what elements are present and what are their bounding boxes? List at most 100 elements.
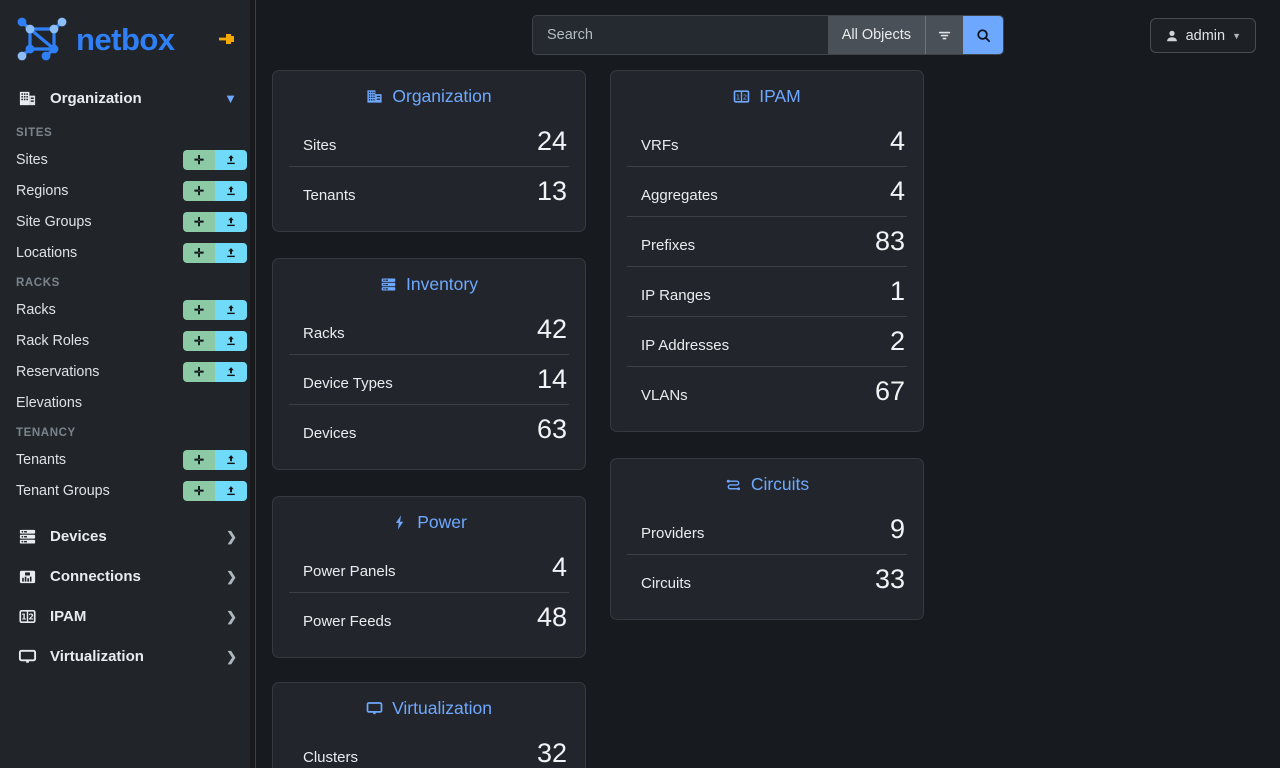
search-icon[interactable]	[963, 16, 1003, 54]
stat-row[interactable]: VLANs 67	[627, 366, 907, 416]
sidebar-item-racks[interactable]: Racks ✛	[0, 294, 255, 325]
card-title-label: Inventory	[406, 274, 478, 294]
user-menu-label: admin	[1185, 27, 1226, 44]
sidebar-group-label: Connections	[50, 567, 141, 585]
sidebar-group-label: Organization	[50, 89, 142, 107]
stat-row[interactable]: Power Feeds 48	[289, 592, 569, 642]
reservations-actions: ✛	[183, 361, 247, 382]
add-tenants-button[interactable]: ✛	[183, 449, 215, 470]
stat-row[interactable]: Racks 42	[289, 305, 569, 354]
stat-value: 32	[536, 738, 567, 768]
stat-row[interactable]: Power Panels 4	[289, 543, 569, 592]
sidebar-scrollbar[interactable]	[250, 0, 255, 768]
sidebar-item-regions[interactable]: Regions ✛	[0, 175, 255, 206]
stat-value: 83	[874, 226, 905, 256]
import-tenants-button[interactable]	[215, 449, 247, 470]
add-tenant-groups-button[interactable]: ✛	[183, 480, 215, 501]
import-tenant-groups-button[interactable]	[215, 480, 247, 501]
stat-row[interactable]: Device Types 14	[289, 354, 569, 404]
stat-row[interactable]: VRFs 4	[627, 117, 907, 166]
card-title-circuits[interactable]: Circuits	[627, 472, 907, 505]
chevron-down-icon: ▼	[224, 90, 237, 106]
card-title-power[interactable]: Power	[289, 510, 569, 543]
add-rack-roles-button[interactable]: ✛	[183, 330, 215, 351]
sidebar-item-locations[interactable]: Locations ✛	[0, 237, 255, 268]
search-scope-dropdown[interactable]: All Objects	[827, 16, 925, 54]
brand-header[interactable]: netbox	[0, 0, 255, 78]
brand-name: netbox	[76, 21, 175, 57]
ipam-icon: 1 2	[733, 88, 750, 105]
sidebar-item-tenant-groups[interactable]: Tenant Groups ✛	[0, 475, 255, 506]
dashboard-column-1: Organization Sites 24 Tenants 13	[272, 70, 586, 658]
card-organization: Organization Sites 24 Tenants 13	[272, 70, 586, 232]
stat-row[interactable]: Circuits 33	[627, 554, 907, 604]
sidebar-item-rack-roles[interactable]: Rack Roles ✛	[0, 325, 255, 356]
add-reservations-button[interactable]: ✛	[183, 361, 215, 382]
sidebar-item-label: Site Groups	[16, 213, 92, 230]
sidebar-item-reservations[interactable]: Reservations ✛	[0, 356, 255, 387]
add-regions-button[interactable]: ✛	[183, 180, 215, 201]
stat-row[interactable]: Tenants 13	[289, 166, 569, 216]
stat-value: 67	[874, 376, 905, 406]
sidebar-item-label: Reservations	[16, 363, 100, 380]
sidebar-group-ipam[interactable]: 1 2 IPAM ❯	[0, 596, 255, 636]
stat-list: Clusters 32 Virtual Machines 180	[289, 729, 569, 768]
pin-icon[interactable]	[217, 29, 237, 49]
stat-row[interactable]: IP Ranges 1	[627, 266, 907, 316]
import-sites-button[interactable]	[215, 149, 247, 170]
import-reservations-button[interactable]	[215, 361, 247, 382]
sidebar-group-label: Devices	[50, 527, 107, 545]
circuits-icon	[725, 476, 742, 493]
user-menu-button[interactable]: admin ▼	[1149, 18, 1256, 53]
import-locations-button[interactable]	[215, 242, 247, 263]
stat-row[interactable]: IP Addresses 2	[627, 316, 907, 366]
stat-label: Racks	[303, 325, 345, 342]
card-title-ipam[interactable]: 1 2 IPAM	[627, 84, 907, 117]
sidebar-item-tenants[interactable]: Tenants ✛	[0, 444, 255, 475]
search-input[interactable]	[533, 16, 828, 54]
sidebar-item-label: Regions	[16, 182, 69, 199]
building-icon	[16, 87, 38, 109]
sidebar-group-label: Virtualization	[50, 647, 144, 665]
stat-row[interactable]: Devices 63	[289, 404, 569, 454]
sidebar-item-site-groups[interactable]: Site Groups ✛	[0, 206, 255, 237]
stat-label: VLANs	[641, 387, 688, 404]
add-racks-button[interactable]: ✛	[183, 299, 215, 320]
stat-row[interactable]: Prefixes 83	[627, 216, 907, 266]
add-sites-button[interactable]: ✛	[183, 149, 215, 170]
svg-text:2: 2	[28, 612, 33, 621]
stat-value: 1	[889, 276, 905, 306]
person-icon	[1165, 29, 1179, 43]
sidebar-section-racks: RACKS	[16, 277, 60, 289]
import-racks-button[interactable]	[215, 299, 247, 320]
site-groups-actions: ✛	[183, 211, 247, 232]
stat-label: Providers	[641, 525, 705, 542]
stat-row[interactable]: Aggregates 4	[627, 166, 907, 216]
sidebar-item-label: Elevations	[16, 394, 82, 411]
import-site-groups-button[interactable]	[215, 211, 247, 232]
card-title-organization[interactable]: Organization	[289, 84, 569, 117]
filter-icon[interactable]	[925, 16, 963, 54]
svg-text:1: 1	[21, 612, 26, 621]
sidebar-group-organization[interactable]: Organization ▼	[0, 78, 255, 118]
sidebar-group-connections[interactable]: Connections ❯	[0, 556, 255, 596]
add-site-groups-button[interactable]: ✛	[183, 211, 215, 232]
sidebar-item-elevations[interactable]: Elevations	[0, 387, 255, 418]
stat-row[interactable]: Sites 24	[289, 117, 569, 166]
import-rack-roles-button[interactable]	[215, 330, 247, 351]
sidebar-group-virtualization[interactable]: Virtualization ❯	[0, 636, 255, 676]
stat-row[interactable]: Providers 9	[627, 505, 907, 554]
sidebar-item-label: Tenant Groups	[16, 482, 110, 499]
card-title-virtualization[interactable]: Virtualization	[289, 696, 569, 729]
sidebar-item-sites[interactable]: Sites ✛	[0, 144, 255, 175]
stat-row[interactable]: Clusters 32	[289, 729, 569, 768]
ipam-icon: 1 2	[16, 605, 38, 627]
import-regions-button[interactable]	[215, 180, 247, 201]
chevron-right-icon: ❯	[226, 568, 237, 584]
stat-label: Aggregates	[641, 187, 718, 204]
stat-value: 4	[889, 176, 905, 206]
add-locations-button[interactable]: ✛	[183, 242, 215, 263]
stat-label: Prefixes	[641, 237, 696, 254]
card-title-inventory[interactable]: Inventory	[289, 272, 569, 305]
sidebar-group-devices[interactable]: Devices ❯	[0, 516, 255, 556]
